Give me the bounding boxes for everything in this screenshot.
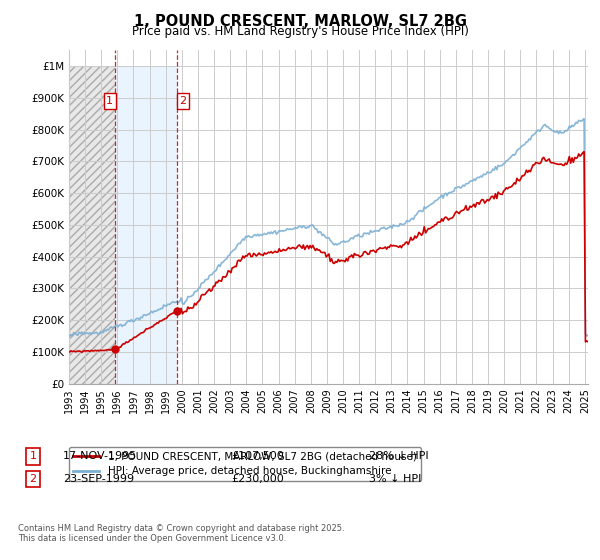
Text: 1, POUND CRESCENT, MARLOW, SL7 2BG: 1, POUND CRESCENT, MARLOW, SL7 2BG — [133, 14, 467, 29]
Legend: 1, POUND CRESCENT, MARLOW, SL7 2BG (detached house), HPI: Average price, detache: 1, POUND CRESCENT, MARLOW, SL7 2BG (deta… — [69, 447, 421, 480]
Text: 3% ↓ HPI: 3% ↓ HPI — [369, 474, 421, 484]
Text: Contains HM Land Registry data © Crown copyright and database right 2025.
This d: Contains HM Land Registry data © Crown c… — [18, 524, 344, 543]
Bar — [115, 66, 178, 384]
Bar — [69, 66, 115, 384]
Text: 1: 1 — [29, 451, 37, 461]
Text: 23-SEP-1999: 23-SEP-1999 — [63, 474, 134, 484]
Text: 17-NOV-1995: 17-NOV-1995 — [63, 451, 137, 461]
Text: £230,000: £230,000 — [231, 474, 284, 484]
Text: 1: 1 — [106, 96, 113, 106]
Text: 28% ↓ HPI: 28% ↓ HPI — [369, 451, 428, 461]
Text: 2: 2 — [29, 474, 37, 484]
Text: £107,500: £107,500 — [231, 451, 284, 461]
Text: Price paid vs. HM Land Registry's House Price Index (HPI): Price paid vs. HM Land Registry's House … — [131, 25, 469, 38]
Text: 2: 2 — [179, 96, 187, 106]
